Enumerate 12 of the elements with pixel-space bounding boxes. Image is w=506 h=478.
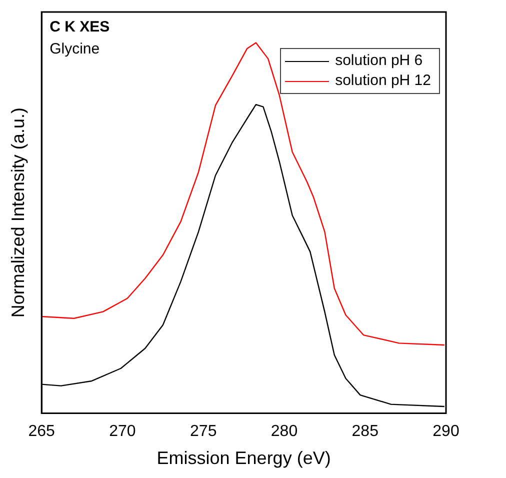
legend-label: solution pH 12 xyxy=(335,71,431,91)
x-tick-label: 265 xyxy=(28,423,56,440)
chart-title: C K XES xyxy=(50,18,110,36)
legend-label: solution pH 6 xyxy=(335,51,423,71)
x-tick-label: 275 xyxy=(190,423,217,440)
x-tick-label: 290 xyxy=(432,423,460,440)
x-tick-label: 280 xyxy=(270,423,298,440)
y-axis-title: Normalized Intensity (a.u.) xyxy=(8,108,28,318)
chart-subtitle: Glycine xyxy=(50,40,100,58)
x-tick-label: 270 xyxy=(109,423,136,440)
x-tick-label: 285 xyxy=(352,423,379,440)
x-axis-title: Emission Energy (eV) xyxy=(156,448,331,468)
